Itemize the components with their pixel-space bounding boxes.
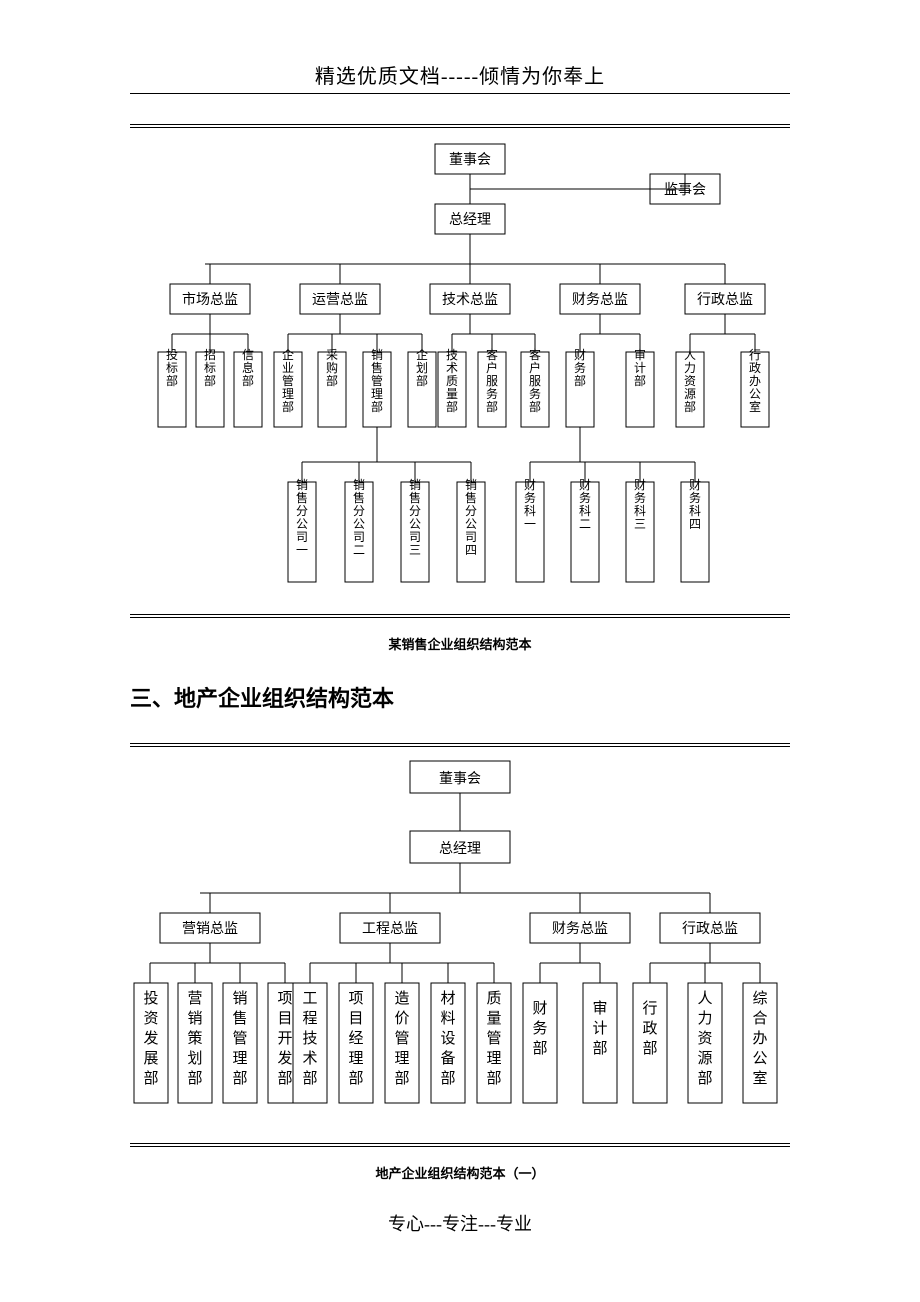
node-dir-4: 行政总监 bbox=[697, 292, 753, 308]
node-supervisor: 监事会 bbox=[664, 182, 706, 198]
c2m0: 投资发展部 bbox=[143, 990, 158, 1087]
c2e3: 材料设备部 bbox=[440, 990, 455, 1087]
dept-4: 采购部 bbox=[326, 348, 338, 388]
dept-2: 信息部 bbox=[242, 348, 254, 388]
dept-7: 技术质量部 bbox=[446, 348, 458, 414]
subs-0: 销售分公司一 bbox=[296, 478, 308, 557]
c2m2: 销售管理部 bbox=[232, 990, 247, 1087]
dept-3: 企业管理部 bbox=[282, 347, 294, 414]
org-chart-1: 董事会 监事会 总经理 市场总监 运营总监 技术总监 财务总监 行政总监 投标部… bbox=[130, 134, 790, 604]
c2-dir-3: 行政总监 bbox=[682, 921, 738, 937]
c2a0: 行政部 bbox=[642, 1000, 657, 1057]
dept-10: 审计部 bbox=[634, 347, 646, 388]
subs-3: 销售分公司四 bbox=[465, 478, 477, 557]
node-dir-0: 市场总监 bbox=[182, 291, 238, 308]
header-rule bbox=[130, 93, 790, 94]
subs-2: 销售分公司三 bbox=[409, 478, 421, 557]
page-header: 精选优质文档-----倾情为你奉上 bbox=[130, 60, 790, 89]
subf-1: 财务科二 bbox=[579, 478, 591, 531]
c2e1: 项目经理部 bbox=[348, 990, 363, 1087]
dept-12: 行政办公室 bbox=[749, 348, 761, 414]
c2-board: 董事会 bbox=[439, 771, 481, 787]
c2e0: 工程技术部 bbox=[302, 991, 317, 1087]
c2e4: 质量管理部 bbox=[486, 990, 501, 1087]
page-footer: 专心---专注---专业 bbox=[130, 1210, 790, 1236]
c2m3: 项目开发部 bbox=[277, 990, 292, 1087]
node-dir-3: 财务总监 bbox=[572, 292, 628, 308]
c2f0: 财务部 bbox=[532, 1000, 547, 1057]
dept-5: 销售管理部 bbox=[371, 348, 383, 414]
c2-dir-1: 工程总监 bbox=[362, 921, 418, 937]
subf-2: 财务科三 bbox=[634, 478, 646, 531]
chart1-caption: 某销售企业组织结构范本 bbox=[130, 634, 790, 653]
node-dir-2: 技术总监 bbox=[442, 292, 498, 308]
dept-8: 客户服务部 bbox=[486, 347, 498, 414]
dept-1: 招标部 bbox=[204, 348, 216, 388]
dept-11: 人力资源部 bbox=[684, 348, 696, 414]
dept-0: 投标部 bbox=[166, 347, 178, 388]
c2m1: 营销策划部 bbox=[187, 990, 202, 1087]
node-board: 董事会 bbox=[449, 152, 491, 168]
c2f1: 审计部 bbox=[592, 1000, 607, 1057]
c2a2: 综合办公室 bbox=[752, 990, 767, 1087]
dept-6: 企划部 bbox=[416, 347, 428, 388]
c2e2: 造价管理部 bbox=[394, 990, 409, 1087]
dept-8b: 客户服务部 bbox=[529, 347, 541, 414]
subf-0: 财务科一 bbox=[524, 478, 536, 531]
c2a1: 人力资源部 bbox=[697, 990, 712, 1087]
c2-dir-0: 营销总监 bbox=[182, 921, 238, 937]
chart2-container: 董事会 总经理 营销总监 工程总监 财务总监 行政总监 投资发展部 营销策划部 … bbox=[130, 743, 790, 1147]
node-gm: 总经理 bbox=[449, 212, 491, 228]
node-dir-1: 运营总监 bbox=[312, 292, 368, 308]
subs-1: 销售分公司二 bbox=[353, 478, 365, 557]
chart1-container: 董事会 监事会 总经理 市场总监 运营总监 技术总监 财务总监 行政总监 投标部… bbox=[130, 124, 790, 618]
c2-gm: 总经理 bbox=[439, 841, 481, 857]
dept-9: 财务部 bbox=[574, 348, 586, 388]
c2-dir-2: 财务总监 bbox=[552, 921, 608, 937]
org-chart-2: 董事会 总经理 营销总监 工程总监 财务总监 行政总监 投资发展部 营销策划部 … bbox=[130, 753, 790, 1133]
subf-3: 财务科四 bbox=[689, 478, 701, 531]
section-title: 三、地产企业组织结构范本 bbox=[130, 681, 790, 713]
chart2-caption: 地产企业组织结构范本（一） bbox=[130, 1163, 790, 1182]
